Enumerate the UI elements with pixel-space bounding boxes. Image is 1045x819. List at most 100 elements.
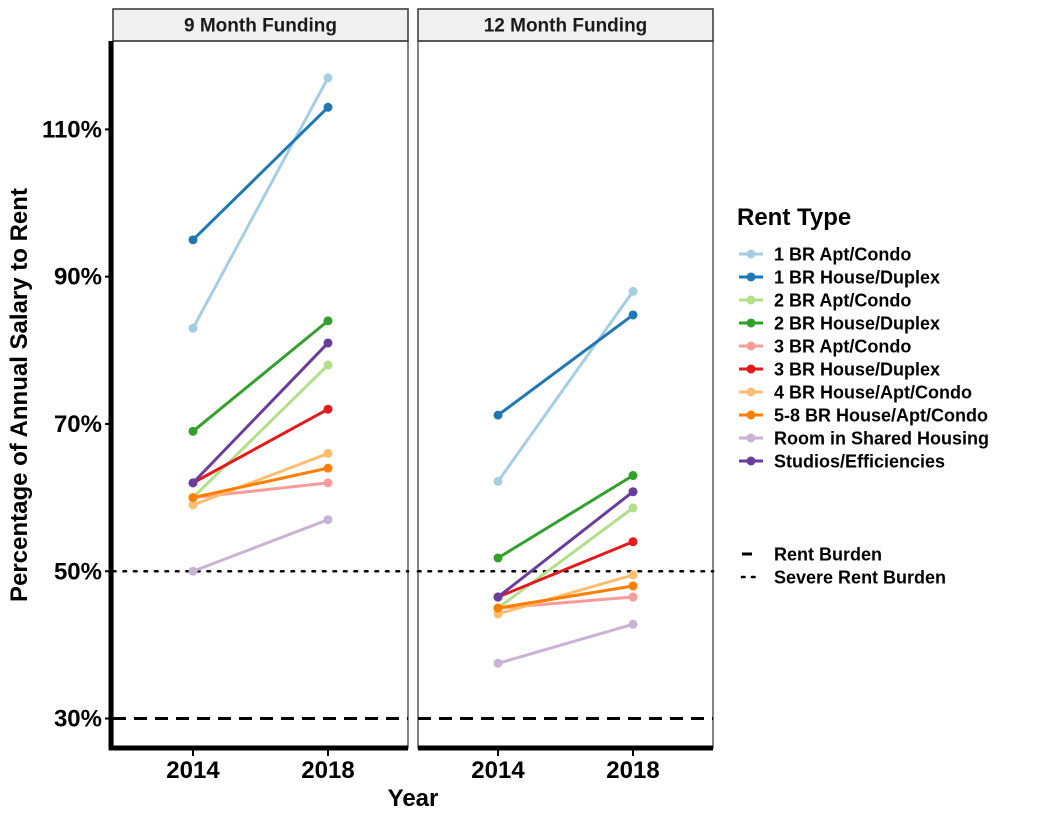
- data-point-studios-efficiencies-2014-12-month-funding: [493, 592, 503, 602]
- legend-label-4-br-house-apt-condo: 4 BR House/Apt/Condo: [774, 383, 972, 403]
- data-point-2-br-house-duplex-2014-9-month-funding: [188, 426, 198, 436]
- series-line-2-br-apt-condo-9-month-funding: [191, 363, 330, 499]
- data-point-2-br-house-duplex-2018-12-month-funding: [628, 471, 638, 481]
- series-line-5-8-br-house-apt-condo-9-month-funding: [192, 466, 329, 500]
- series-group-9-month: [188, 73, 333, 576]
- series-line-1-br-house-duplex-9-month-funding: [191, 106, 330, 241]
- legend-label-3-br-apt-condo: 3 BR Apt/Condo: [774, 337, 911, 357]
- series-line-3-br-house-duplex-9-month-funding: [192, 407, 329, 485]
- series-line-5-8-br-house-apt-condo-12-month-funding: [497, 584, 634, 610]
- series-line-studios-efficiencies-9-month-funding: [191, 341, 330, 484]
- data-point-1-br-house-duplex-2014-12-month-funding: [493, 410, 503, 420]
- legend-reference-lines: Rent Burden Severe Rent Burden: [740, 545, 946, 588]
- data-point-1-br-house-duplex-2018-12-month-funding: [628, 310, 638, 320]
- legend-label-room-in-shared-housing: Room in Shared Housing: [774, 429, 989, 449]
- legend-title: Rent Type: [737, 204, 851, 231]
- series-line-2-br-apt-condo-12-month-funding: [497, 506, 634, 610]
- legend-swatch-point-3-br-apt-condo: [746, 341, 756, 351]
- series-line-1-br-apt-condo-12-month-funding: [496, 290, 635, 483]
- y-axis-title: Percentage of Annual Salary to Rent: [6, 188, 33, 602]
- series-line-1-br-apt-condo-9-month-funding: [191, 77, 330, 329]
- data-point-4-br-house-apt-condo-2014-9-month-funding: [188, 500, 198, 510]
- series-group-12-month: [493, 286, 638, 668]
- data-point-4-br-house-apt-condo-2018-9-month-funding: [323, 448, 333, 458]
- reference-lines-9-month: [111, 569, 410, 721]
- data-point-1-br-apt-condo-2014-9-month-funding: [188, 323, 198, 333]
- data-point-3-br-house-duplex-2018-12-month-funding: [628, 537, 638, 547]
- data-point-2-br-house-duplex-2018-9-month-funding: [323, 316, 333, 326]
- legend-swatch-point-1-br-apt-condo: [746, 249, 756, 259]
- legend-swatch-point-room-in-shared-housing: [746, 433, 756, 443]
- x-tick-label-2018-12-month-funding: 2018: [606, 757, 659, 784]
- data-point-room-in-shared-housing-2018-9-month-funding: [323, 515, 333, 525]
- x-axis-title: Year: [388, 785, 439, 812]
- data-point-3-br-apt-condo-2018-12-month-funding: [628, 592, 638, 602]
- data-point-2-br-apt-condo-2018-9-month-funding: [323, 360, 333, 370]
- legend-swatch-point-2-br-apt-condo: [746, 295, 756, 305]
- series-line-room-in-shared-housing-9-month-funding: [192, 518, 329, 573]
- series-line-1-br-house-duplex-12-month-funding: [497, 313, 634, 417]
- legend-label-severe-rent-burden: Severe Rent Burden: [774, 568, 946, 588]
- facet-panel-border-12-month: [417, 40, 714, 749]
- data-point-5-8-br-house-apt-condo-2014-9-month-funding: [188, 493, 198, 503]
- data-point-1-br-apt-condo-2014-12-month-funding: [493, 476, 503, 486]
- data-point-1-br-apt-condo-2018-9-month-funding: [323, 73, 333, 83]
- data-point-room-in-shared-housing-2014-12-month-funding: [493, 658, 503, 668]
- x-axis-9-month: 2014 2018: [166, 750, 355, 784]
- legend-swatch-point-3-br-house-duplex: [746, 364, 756, 374]
- series-line-room-in-shared-housing-12-month-funding: [497, 622, 634, 665]
- y-tick-label-90: 90%: [54, 264, 102, 291]
- data-point-3-br-apt-condo-2018-9-month-funding: [323, 478, 333, 488]
- data-point-1-br-apt-condo-2018-12-month-funding: [628, 286, 638, 296]
- data-point-1-br-house-duplex-2018-9-month-funding: [323, 102, 333, 112]
- legend-swatch-point-studios-efficiencies: [746, 456, 756, 466]
- data-point-1-br-house-duplex-2014-9-month-funding: [188, 235, 198, 245]
- data-point-5-8-br-house-apt-condo-2018-9-month-funding: [323, 463, 333, 473]
- data-point-5-8-br-house-apt-condo-2018-12-month-funding: [628, 581, 638, 591]
- legend-label-studios-efficiencies: Studios/Efficiencies: [774, 452, 945, 472]
- reference-lines-12-month: [416, 569, 715, 721]
- legend-swatch-point-5-8-br-house-apt-condo: [746, 410, 756, 420]
- data-point-studios-efficiencies-2018-9-month-funding: [323, 338, 333, 348]
- series-line-4-br-house-apt-condo-9-month-funding: [192, 452, 329, 507]
- series-line-studios-efficiencies-12-month-funding: [497, 490, 634, 599]
- data-point-studios-efficiencies-2014-9-month-funding: [188, 478, 198, 488]
- data-point-2-br-apt-condo-2018-12-month-funding: [628, 503, 638, 513]
- legend-label-1-br-apt-condo: 1 BR Apt/Condo: [774, 245, 911, 265]
- x-tick-label-2018-9-month-funding: 2018: [301, 757, 354, 784]
- data-point-room-in-shared-housing-2014-9-month-funding: [188, 566, 198, 576]
- series-line-4-br-house-apt-condo-12-month-funding: [497, 573, 634, 616]
- y-tick-label-50: 50%: [54, 558, 102, 585]
- facet-strip-12-month: [417, 8, 714, 42]
- legend-label-5-8-br-house-apt-condo: 5-8 BR House/Apt/Condo: [774, 406, 988, 426]
- legend: Rent Type 1 BR Apt/Condo 1 BR House/Duple…: [737, 204, 989, 588]
- y-tick-label-30: 30%: [54, 706, 102, 733]
- x-axis-12-month: 2014 2018: [471, 750, 660, 784]
- y-axis: 30% 50% 70% 90% 110%: [42, 116, 111, 733]
- facet-strip-label-9-month: 9 Month Funding: [184, 16, 337, 37]
- y-tick-label-70: 70%: [54, 411, 102, 438]
- legend-label-3-br-house-duplex: 3 BR House/Duplex: [774, 360, 940, 380]
- legend-swatch-point-4-br-house-apt-condo: [746, 387, 756, 397]
- facet-strip-9-month: [112, 8, 409, 42]
- series-line-2-br-house-duplex-9-month-funding: [192, 319, 329, 433]
- data-point-2-br-house-duplex-2014-12-month-funding: [493, 553, 503, 563]
- facet-panel-9-month: 9 Month Funding 2014 2018: [111, 8, 410, 784]
- data-point-studios-efficiencies-2018-12-month-funding: [628, 487, 638, 497]
- data-point-room-in-shared-housing-2018-12-month-funding: [628, 619, 638, 629]
- facet-panel-12-month: 12 Month Funding 2014 2018: [416, 8, 715, 784]
- series-line-2-br-house-duplex-12-month-funding: [497, 474, 634, 560]
- facet-strip-label-12-month: 12 Month Funding: [484, 16, 648, 37]
- series-line-3-br-apt-condo-9-month-funding: [192, 481, 329, 500]
- legend-label-1-br-house-duplex: 1 BR House/Duplex: [774, 268, 940, 288]
- facet-panel-border-9-month: [112, 40, 409, 749]
- y-tick-label-110: 110%: [42, 116, 102, 143]
- legend-label-rent-burden: Rent Burden: [774, 545, 882, 565]
- legend-swatch-point-2-br-house-duplex: [746, 318, 756, 328]
- x-tick-label-2014-9-month-funding: 2014: [166, 757, 220, 784]
- series-line-3-br-apt-condo-12-month-funding: [497, 595, 634, 610]
- legend-swatch-point-1-br-house-duplex: [746, 272, 756, 282]
- series-line-3-br-house-duplex-12-month-funding: [497, 540, 634, 599]
- data-point-5-8-br-house-apt-condo-2014-12-month-funding: [493, 603, 503, 613]
